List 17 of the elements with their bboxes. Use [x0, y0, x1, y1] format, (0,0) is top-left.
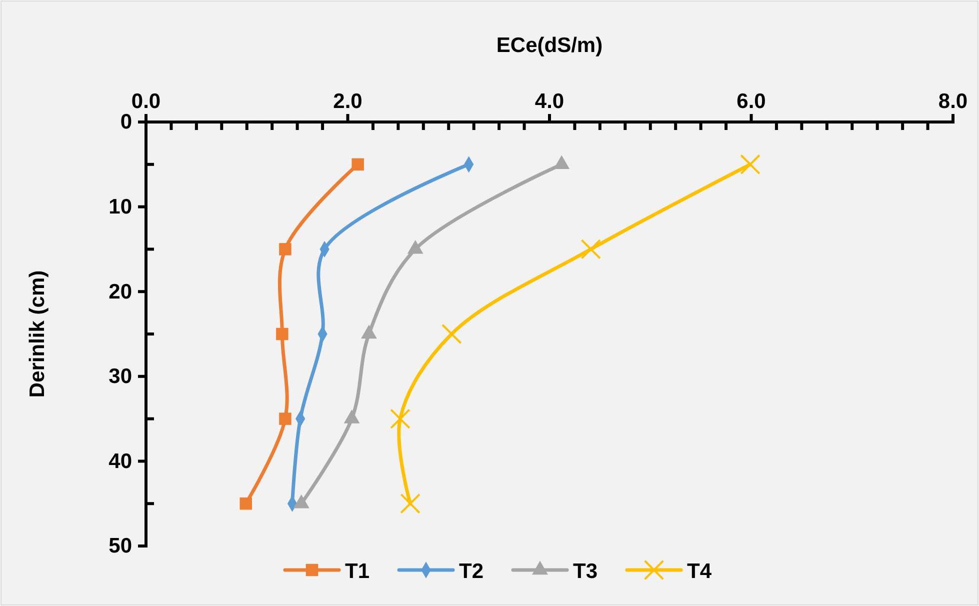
y-tick-label: 50: [108, 534, 132, 558]
legend-label: T2: [459, 560, 484, 583]
legend-label: T4: [687, 560, 712, 583]
y-tick-label: 30: [108, 365, 132, 388]
y-tick-label: 40: [108, 450, 132, 473]
x-tick-label: 4.0: [534, 90, 564, 113]
legend-label: T3: [573, 560, 598, 583]
y-tick-label: 0: [120, 110, 132, 134]
y-tick-label: 20: [108, 280, 132, 304]
x-tick-label: 2.0: [333, 90, 362, 113]
x-axis-title: ECe(dS/m): [496, 34, 603, 57]
y-axis-title: Derinlik (cm): [26, 270, 49, 398]
x-tick-label: 0.0: [131, 90, 161, 113]
x-tick-label: 8.0: [938, 90, 968, 113]
x-tick-label: 6.0: [736, 90, 766, 113]
y-tick-label: 10: [108, 196, 132, 219]
legend-label: T1: [345, 560, 370, 583]
